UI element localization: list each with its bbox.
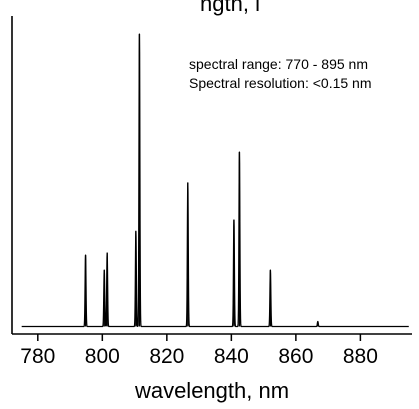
x-tick-label-780: 780	[20, 345, 55, 368]
x-tick-label-820: 820	[149, 345, 184, 368]
x-axis-tick-labels: 780 800 820 840 860 880	[20, 345, 378, 368]
x-tick-label-880: 880	[343, 345, 378, 368]
x-axis-title: wavelength, nm	[134, 378, 289, 403]
annotation-spectral-range: spectral range: 770 - 895 nm	[189, 56, 368, 72]
x-axis-ticks	[37, 334, 362, 341]
x-tick-label-800: 800	[85, 345, 120, 368]
x-tick-label-840: 840	[214, 345, 249, 368]
x-tick-label-860: 860	[278, 345, 313, 368]
spectrum-peaks	[84, 34, 319, 327]
chart-title-fragment: ngth, i	[200, 0, 260, 16]
annotation-spectral-resolution: Spectral resolution: <0.15 nm	[189, 75, 372, 91]
